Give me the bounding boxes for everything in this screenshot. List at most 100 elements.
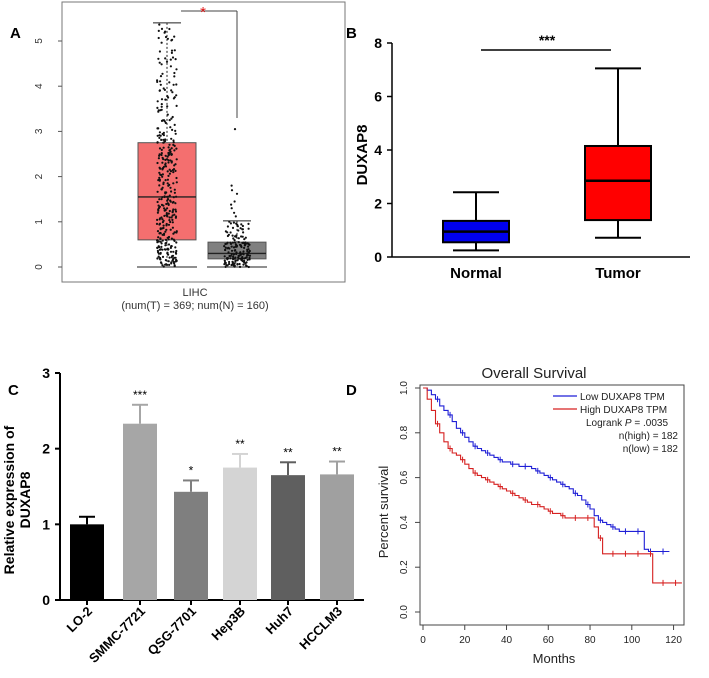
panel-a-point bbox=[174, 169, 177, 172]
panel-a-point bbox=[160, 152, 163, 155]
panel-a-point bbox=[160, 27, 164, 30]
panel-d-xtick-label: 100 bbox=[623, 635, 640, 646]
panel-d-ytick-label: 0.2 bbox=[399, 560, 410, 574]
panel-a-point bbox=[173, 75, 176, 78]
panel-a-point bbox=[160, 41, 163, 44]
panel-a-point bbox=[164, 259, 167, 262]
panel-a-point bbox=[242, 263, 245, 266]
panel-a-point bbox=[248, 256, 251, 259]
panel-a-outlier bbox=[230, 207, 233, 210]
panel-c-bar bbox=[123, 423, 157, 600]
panel-a-point bbox=[242, 241, 245, 244]
panel-a-point bbox=[156, 141, 159, 144]
panel-a-point bbox=[237, 241, 240, 244]
panel-a-point bbox=[159, 228, 162, 231]
panel-c-ylabel-line2: DUXAP8 bbox=[17, 471, 33, 528]
panel-a-point bbox=[223, 255, 226, 258]
panel-a-point bbox=[163, 195, 166, 199]
panel-a-point bbox=[232, 255, 235, 258]
panel-a-point bbox=[226, 264, 229, 267]
panel-a-point bbox=[159, 240, 162, 243]
panel-a-point bbox=[168, 143, 171, 146]
panel-a-point bbox=[164, 179, 167, 182]
panel-a-point bbox=[161, 168, 164, 171]
panel-a-ytick-label: 2 bbox=[34, 173, 45, 179]
panel-a-point bbox=[247, 227, 250, 230]
panel-c-chart: Relative expression of DUXAP8 0123LO-2**… bbox=[1, 365, 364, 666]
panel-c-bar bbox=[271, 475, 305, 600]
panel-d-title: Overall Survival bbox=[481, 365, 586, 382]
panel-a-point bbox=[234, 259, 237, 262]
panel-a-point bbox=[162, 141, 165, 144]
panel-a-point bbox=[168, 172, 171, 175]
panel-a-point bbox=[232, 237, 235, 240]
panel-a-point bbox=[231, 226, 235, 229]
panel-a-point bbox=[158, 223, 161, 226]
panel-a-point bbox=[175, 181, 178, 184]
panel-c-ytick-label: 0 bbox=[42, 592, 50, 608]
panel-a-point bbox=[161, 239, 164, 242]
panel-a-point bbox=[168, 81, 171, 84]
panel-a-point bbox=[170, 237, 173, 240]
panel-a-outlier bbox=[230, 189, 234, 192]
panel-a-point bbox=[170, 153, 173, 156]
panel-a-outlier bbox=[233, 128, 237, 131]
panel-a-point bbox=[175, 252, 178, 255]
panel-d-ytick-label: 0.6 bbox=[399, 470, 410, 484]
panel-a-point bbox=[175, 94, 178, 97]
panel-b-ytick-label: 6 bbox=[374, 89, 382, 105]
panel-a-point bbox=[238, 243, 242, 246]
panel-a-point bbox=[241, 228, 244, 231]
panel-a-point bbox=[229, 231, 232, 234]
panel-a-point bbox=[226, 231, 229, 234]
panel-a-point bbox=[175, 83, 178, 86]
panel-a-point bbox=[166, 198, 169, 201]
panel-d-xtick-label: 60 bbox=[543, 635, 555, 646]
panel-a-point bbox=[164, 191, 167, 194]
panel-a-point bbox=[168, 209, 171, 213]
panel-c-bar bbox=[174, 491, 208, 600]
panel-a-point bbox=[167, 161, 170, 164]
panel-a-point bbox=[173, 213, 176, 216]
panel-a-point bbox=[233, 239, 236, 242]
panel-a-point bbox=[159, 248, 162, 251]
panel-d-ytick-label: 0.8 bbox=[399, 425, 410, 439]
panel-a-point bbox=[166, 182, 169, 185]
panel-a-point bbox=[156, 106, 159, 109]
panel-a-point bbox=[226, 225, 229, 228]
panel-a-point bbox=[157, 127, 160, 130]
panel-a-point bbox=[248, 249, 251, 253]
panel-a-point bbox=[242, 250, 245, 253]
panel-c-bar bbox=[223, 467, 257, 600]
panel-a-point bbox=[160, 138, 163, 141]
panel-a-point bbox=[158, 147, 162, 150]
panel-a-point bbox=[233, 241, 237, 244]
panel-a-point bbox=[160, 153, 163, 157]
panel-a-point bbox=[236, 263, 239, 266]
panel-a-point bbox=[171, 226, 174, 229]
panel-a-point bbox=[169, 228, 172, 231]
panel-a-point bbox=[227, 233, 230, 236]
panel-c-bar-group: ** bbox=[320, 445, 354, 600]
panel-a-point bbox=[159, 109, 162, 112]
logrank-p-label: P bbox=[625, 418, 632, 429]
panel-a-point bbox=[169, 199, 172, 202]
panel-d-ytick-label: 0.4 bbox=[399, 515, 410, 529]
panel-a-point bbox=[172, 171, 175, 174]
panel-a-point bbox=[160, 198, 163, 201]
panel-a-point bbox=[237, 254, 240, 257]
panel-a-point bbox=[168, 216, 171, 219]
panel-a-point bbox=[164, 57, 167, 60]
panel-a-point bbox=[243, 246, 246, 249]
panel-b-ytick-label: 4 bbox=[374, 142, 382, 158]
panel-a-point bbox=[162, 138, 165, 141]
panel-a-point bbox=[159, 261, 163, 264]
panel-d-xlabel: Months bbox=[533, 651, 576, 666]
panel-a-point bbox=[162, 182, 165, 186]
panel-a-point bbox=[166, 105, 169, 108]
panel-a-point bbox=[172, 238, 175, 241]
panel-a-point bbox=[164, 138, 167, 141]
panel-a-point bbox=[157, 36, 160, 40]
panel-a-outlier bbox=[233, 200, 236, 203]
